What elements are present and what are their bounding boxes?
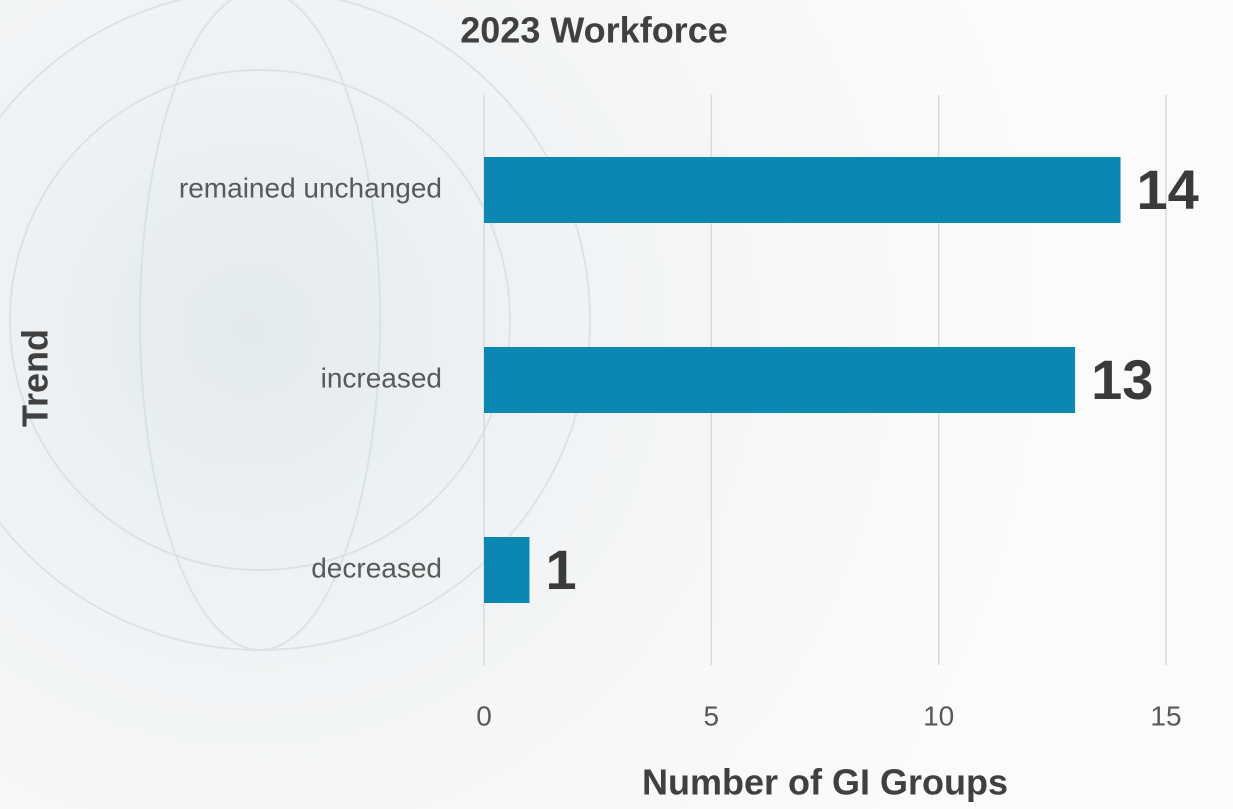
value-label: 14	[1137, 158, 1199, 221]
y-axis-title: Trend	[15, 329, 56, 427]
y-tick-label: remained unchanged	[179, 172, 442, 203]
chart-title: 2023 Workforce	[460, 10, 727, 51]
value-label: 1	[545, 538, 576, 601]
y-tick-label: decreased	[311, 552, 442, 583]
bar	[484, 157, 1121, 223]
y-tick-label: increased	[321, 362, 442, 393]
x-tick-label: 5	[704, 700, 720, 731]
background-decoration	[0, 0, 591, 651]
x-tick-label: 0	[476, 700, 492, 731]
bar	[484, 347, 1076, 413]
bar	[484, 537, 530, 603]
x-tick-label: 10	[923, 700, 954, 731]
x-axis-title: Number of GI Groups	[642, 762, 1008, 803]
value-label: 13	[1091, 348, 1153, 411]
x-tick-label: 15	[1150, 700, 1181, 731]
